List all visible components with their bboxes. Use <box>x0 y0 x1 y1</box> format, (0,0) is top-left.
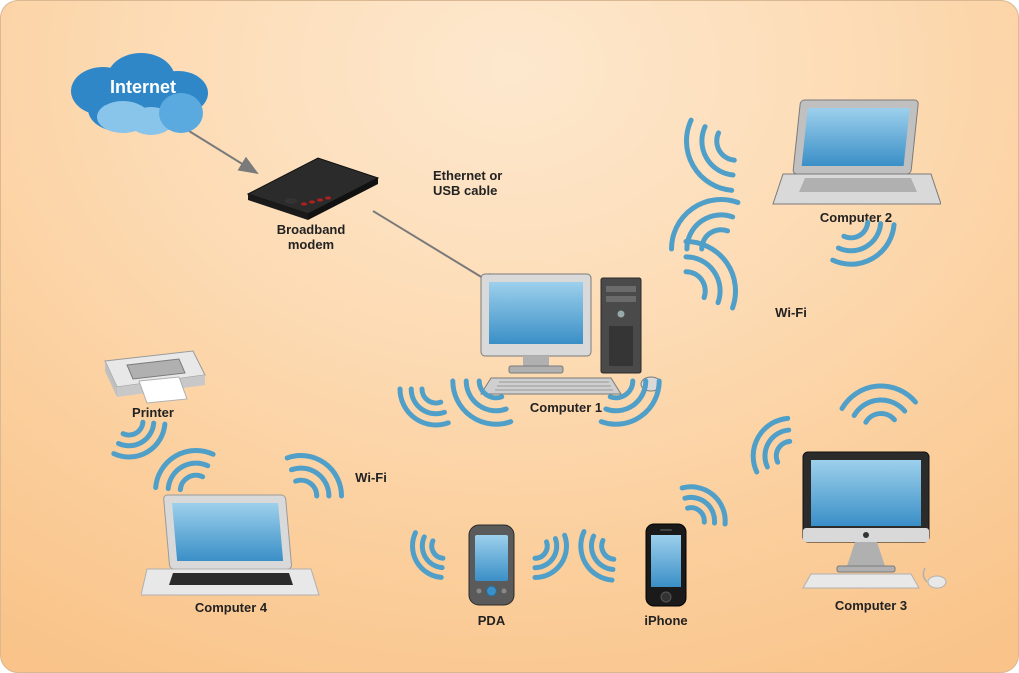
printer-node <box>93 331 213 411</box>
computer3-node <box>791 446 951 601</box>
computer1-label: Computer 1 <box>511 401 621 416</box>
computer3-label: Computer 3 <box>816 599 926 614</box>
modem-label: Broadband modem <box>256 223 366 253</box>
computer2-label: Computer 2 <box>801 211 911 226</box>
pda-node <box>464 521 519 611</box>
computer2-node <box>771 96 941 211</box>
iphone-label: iPhone <box>629 614 703 629</box>
wifi-right-label: Wi-Fi <box>761 306 821 321</box>
internet-label: Internet <box>63 77 223 98</box>
monitor-icon <box>481 274 591 373</box>
mouse-icon <box>641 377 661 391</box>
computer4-label: Computer 4 <box>176 601 286 616</box>
keyboard-icon <box>481 378 621 394</box>
tower-icon <box>601 278 641 373</box>
computer1-node <box>461 266 671 401</box>
network-diagram-canvas: Internet Broadband modem <box>0 0 1019 673</box>
internet-cloud: Internet <box>63 51 223 141</box>
ethernet-label: Ethernet or USB cable <box>433 169 543 199</box>
iphone-node <box>641 521 691 611</box>
printer-label: Printer <box>113 406 193 421</box>
computer4-node <box>141 491 321 601</box>
modem-node <box>236 146 386 221</box>
pda-label: PDA <box>459 614 524 629</box>
wifi-left-label: Wi-Fi <box>341 471 401 486</box>
